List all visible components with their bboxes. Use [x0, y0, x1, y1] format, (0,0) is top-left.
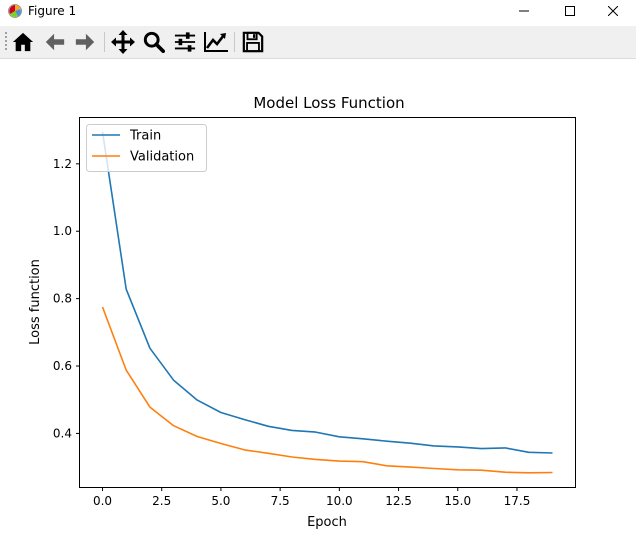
y-axis: 0.4 0.6 0.8 1.0 1.2 — [53, 157, 80, 440]
x-tick-label: 7.5 — [271, 494, 290, 508]
home-button[interactable] — [9, 28, 37, 56]
x-tick-label: 5.0 — [211, 494, 230, 508]
y-tick-label: 0.8 — [53, 292, 72, 306]
zoom-button[interactable] — [140, 28, 168, 56]
y-tick-label: 0.4 — [53, 426, 72, 440]
close-icon — [608, 6, 618, 16]
maximize-icon — [565, 6, 575, 16]
arrow-left-icon — [45, 33, 65, 51]
pan-button[interactable] — [109, 28, 137, 56]
figure-canvas[interactable]: Model Loss Function 0.0 2.5 5.0 7.5 10.0 12.5… — [0, 59, 636, 535]
x-tick-label: 0.0 — [93, 494, 112, 508]
toolbar-separator — [234, 32, 235, 52]
save-button[interactable] — [239, 28, 267, 56]
configure-subplots-button[interactable] — [171, 28, 199, 56]
move-icon — [111, 30, 135, 54]
x-tick-label: 10.0 — [326, 494, 353, 508]
x-tick-label: 17.5 — [504, 494, 531, 508]
minimize-button[interactable] — [501, 0, 547, 22]
chart-title: Model Loss Function — [253, 94, 404, 112]
navigation-toolbar — [0, 26, 636, 59]
home-icon — [12, 32, 34, 52]
x-axis: 0.0 2.5 5.0 7.5 10.0 12.5 15.0 17.5 — [93, 487, 530, 508]
arrow-right-icon — [75, 33, 95, 51]
series-line-validation — [101, 306, 553, 474]
legend: Train Validation — [86, 124, 207, 172]
toolbar-grip-icon — [5, 32, 7, 50]
close-button[interactable] — [590, 0, 636, 22]
y-tick-label: 0.6 — [53, 359, 72, 373]
chart-line-icon — [204, 32, 228, 52]
maximize-button[interactable] — [547, 0, 593, 22]
matplotlib-icon — [8, 4, 22, 18]
toolbar-separator — [104, 32, 105, 52]
axes-frame — [79, 117, 576, 488]
legend-label-validation: Validation — [130, 150, 194, 165]
sliders-icon — [174, 32, 196, 52]
forward-button[interactable] — [71, 28, 99, 56]
series-line-train — [101, 131, 553, 454]
x-axis-label: Epoch — [307, 515, 347, 530]
y-tick-label: 1.2 — [53, 157, 72, 171]
legend-box — [86, 124, 207, 172]
x-tick-label: 15.0 — [444, 494, 471, 508]
back-button[interactable] — [41, 28, 69, 56]
floppy-disk-icon — [242, 31, 264, 53]
minimize-icon — [519, 10, 529, 12]
legend-label-train: Train — [129, 129, 161, 144]
window-title: Figure 1 — [28, 4, 77, 18]
y-axis-label: Loss function — [28, 259, 43, 345]
edit-axis-button[interactable] — [202, 28, 230, 56]
x-tick-label: 12.5 — [385, 494, 412, 508]
magnifier-icon — [143, 31, 165, 53]
window-titlebar: Figure 1 — [0, 0, 636, 22]
y-tick-label: 1.0 — [53, 224, 72, 238]
x-tick-label: 2.5 — [152, 494, 171, 508]
